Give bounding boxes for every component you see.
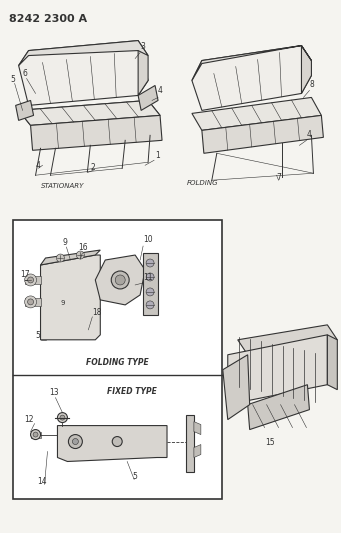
Circle shape bbox=[111, 271, 129, 289]
Polygon shape bbox=[58, 425, 167, 462]
Circle shape bbox=[25, 274, 36, 286]
Circle shape bbox=[28, 277, 33, 283]
Text: 9: 9 bbox=[62, 238, 67, 247]
Circle shape bbox=[115, 275, 125, 285]
Text: 11: 11 bbox=[143, 273, 153, 282]
Text: 5: 5 bbox=[11, 76, 16, 85]
Polygon shape bbox=[19, 100, 160, 125]
Text: 5: 5 bbox=[35, 331, 41, 340]
Text: 6: 6 bbox=[23, 69, 28, 78]
Text: 2: 2 bbox=[90, 163, 95, 172]
Circle shape bbox=[58, 413, 68, 423]
Text: 15: 15 bbox=[265, 438, 275, 447]
Circle shape bbox=[31, 430, 41, 440]
Polygon shape bbox=[19, 41, 148, 106]
Polygon shape bbox=[301, 46, 311, 93]
Text: 12: 12 bbox=[25, 415, 34, 424]
Circle shape bbox=[146, 259, 154, 267]
Circle shape bbox=[72, 439, 78, 445]
Text: 14: 14 bbox=[38, 478, 47, 487]
Circle shape bbox=[146, 273, 154, 281]
Circle shape bbox=[146, 288, 154, 296]
Text: 1: 1 bbox=[155, 151, 160, 160]
Text: 8: 8 bbox=[309, 80, 314, 90]
Polygon shape bbox=[138, 85, 158, 110]
Circle shape bbox=[60, 415, 65, 420]
Polygon shape bbox=[95, 255, 145, 305]
Polygon shape bbox=[25, 298, 41, 306]
Text: 3: 3 bbox=[140, 42, 145, 51]
Polygon shape bbox=[25, 276, 41, 284]
Circle shape bbox=[33, 432, 38, 437]
Text: 9: 9 bbox=[60, 300, 65, 306]
Text: FIXED TYPE: FIXED TYPE bbox=[107, 386, 157, 395]
Text: 8242 2300 A: 8242 2300 A bbox=[9, 14, 87, 23]
Circle shape bbox=[25, 296, 36, 308]
Text: 7: 7 bbox=[277, 173, 281, 182]
Text: STATIONARY: STATIONARY bbox=[41, 183, 84, 189]
Polygon shape bbox=[19, 100, 160, 125]
Polygon shape bbox=[143, 253, 158, 315]
Polygon shape bbox=[192, 46, 311, 80]
Polygon shape bbox=[202, 116, 323, 154]
Circle shape bbox=[76, 251, 84, 259]
Polygon shape bbox=[16, 100, 33, 120]
Polygon shape bbox=[238, 325, 337, 355]
Text: 10: 10 bbox=[143, 235, 153, 244]
Polygon shape bbox=[41, 250, 100, 265]
Text: 13: 13 bbox=[49, 387, 59, 397]
Polygon shape bbox=[19, 41, 148, 66]
Polygon shape bbox=[138, 41, 148, 95]
Circle shape bbox=[146, 301, 154, 309]
Polygon shape bbox=[41, 255, 100, 340]
Polygon shape bbox=[192, 98, 321, 131]
Text: 17: 17 bbox=[20, 270, 30, 279]
Circle shape bbox=[28, 299, 33, 305]
Circle shape bbox=[57, 254, 64, 262]
Text: 18: 18 bbox=[92, 308, 102, 317]
Polygon shape bbox=[192, 46, 311, 110]
Text: 16: 16 bbox=[78, 243, 88, 252]
Polygon shape bbox=[194, 422, 201, 434]
Polygon shape bbox=[223, 355, 250, 419]
Polygon shape bbox=[186, 415, 194, 472]
Polygon shape bbox=[31, 432, 41, 438]
Text: FOLDING TYPE: FOLDING TYPE bbox=[86, 358, 149, 367]
Polygon shape bbox=[327, 335, 337, 390]
Text: 5: 5 bbox=[132, 472, 137, 481]
Text: FOLDING: FOLDING bbox=[187, 180, 219, 186]
Text: 4: 4 bbox=[158, 86, 163, 95]
Bar bbox=[13, 220, 222, 499]
Polygon shape bbox=[31, 116, 162, 150]
Polygon shape bbox=[194, 445, 201, 457]
Text: 4: 4 bbox=[35, 161, 41, 170]
Circle shape bbox=[112, 437, 122, 447]
Circle shape bbox=[69, 434, 83, 449]
Polygon shape bbox=[228, 335, 327, 405]
Polygon shape bbox=[248, 385, 309, 430]
Text: 4: 4 bbox=[307, 131, 311, 139]
